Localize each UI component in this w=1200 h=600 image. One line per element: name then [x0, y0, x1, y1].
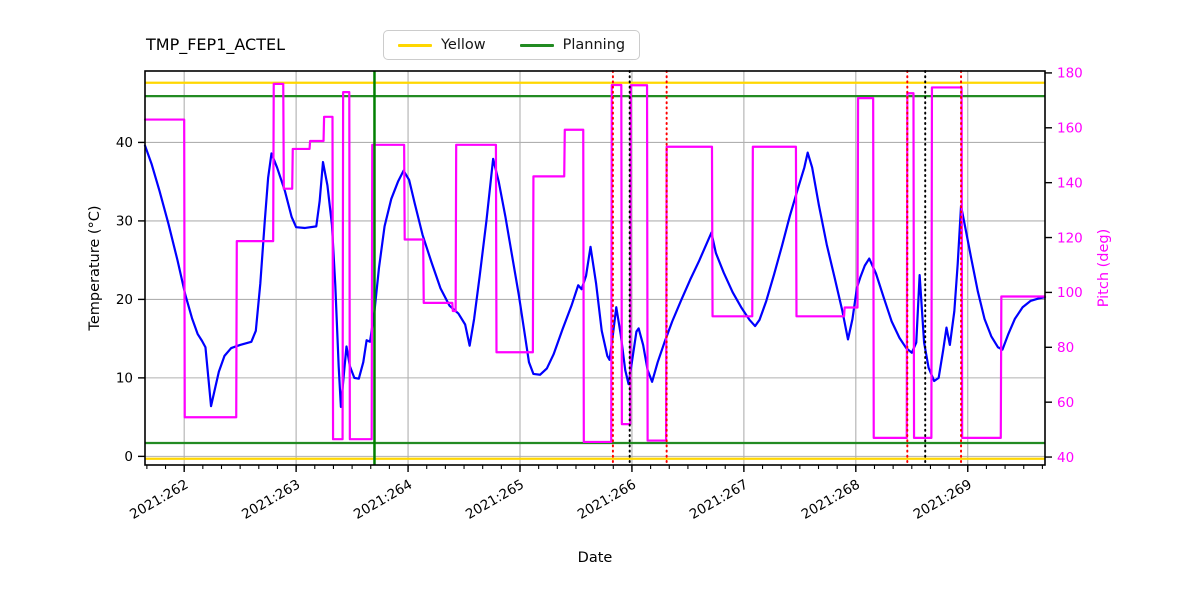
x-axis-label: Date: [577, 550, 613, 566]
legend: Yellow Planning: [383, 30, 641, 60]
y-left-tick-label: 10: [116, 371, 133, 387]
y-left-tick-label: 30: [116, 214, 133, 230]
legend-label: Yellow: [441, 37, 486, 53]
chart-title: TMP_FEP1_ACTEL: [146, 35, 285, 54]
planning-line-swatch-icon: [519, 43, 554, 47]
x-tick-label: 2021:263: [239, 477, 303, 523]
legend-entry-planning: Planning: [519, 37, 626, 53]
legend-label: Planning: [562, 37, 626, 53]
y-right-tick-label: 120: [1057, 230, 1083, 246]
y-right-tick-label: 100: [1057, 285, 1083, 301]
y-axis-label-left: Temperature (°C): [87, 205, 103, 331]
x-tick-label: 2021:268: [799, 477, 863, 523]
x-tick-label: 2021:262: [127, 477, 191, 523]
y-right-tick-label: 180: [1057, 66, 1083, 82]
x-tick-label: 2021:266: [575, 477, 639, 523]
plot-border: [144, 70, 1046, 466]
temperature-series-line: [143, 144, 1047, 409]
x-tick-label: 2021:267: [687, 477, 751, 523]
x-tick-label: 2021:265: [463, 477, 527, 523]
x-tick-label: 2021:269: [911, 477, 975, 523]
legend-entry-yellow: Yellow: [398, 37, 486, 53]
y-right-tick-label: 60: [1057, 395, 1074, 411]
x-tick-label: 2021:264: [351, 477, 415, 523]
yellow-line-swatch-icon: [398, 43, 432, 47]
y-left-tick-label: 40: [116, 135, 133, 151]
y-left-tick-label: 20: [116, 292, 133, 308]
y-right-tick-label: 140: [1057, 175, 1083, 191]
y-right-tick-label: 80: [1057, 340, 1074, 356]
y-right-tick-label: 160: [1057, 121, 1083, 137]
pitch-series-line: [143, 82, 1047, 444]
y-left-tick-label: 0: [124, 449, 133, 465]
y-right-tick-label: 40: [1057, 450, 1074, 466]
y-axis-label-right: Pitch (deg): [1096, 228, 1112, 308]
